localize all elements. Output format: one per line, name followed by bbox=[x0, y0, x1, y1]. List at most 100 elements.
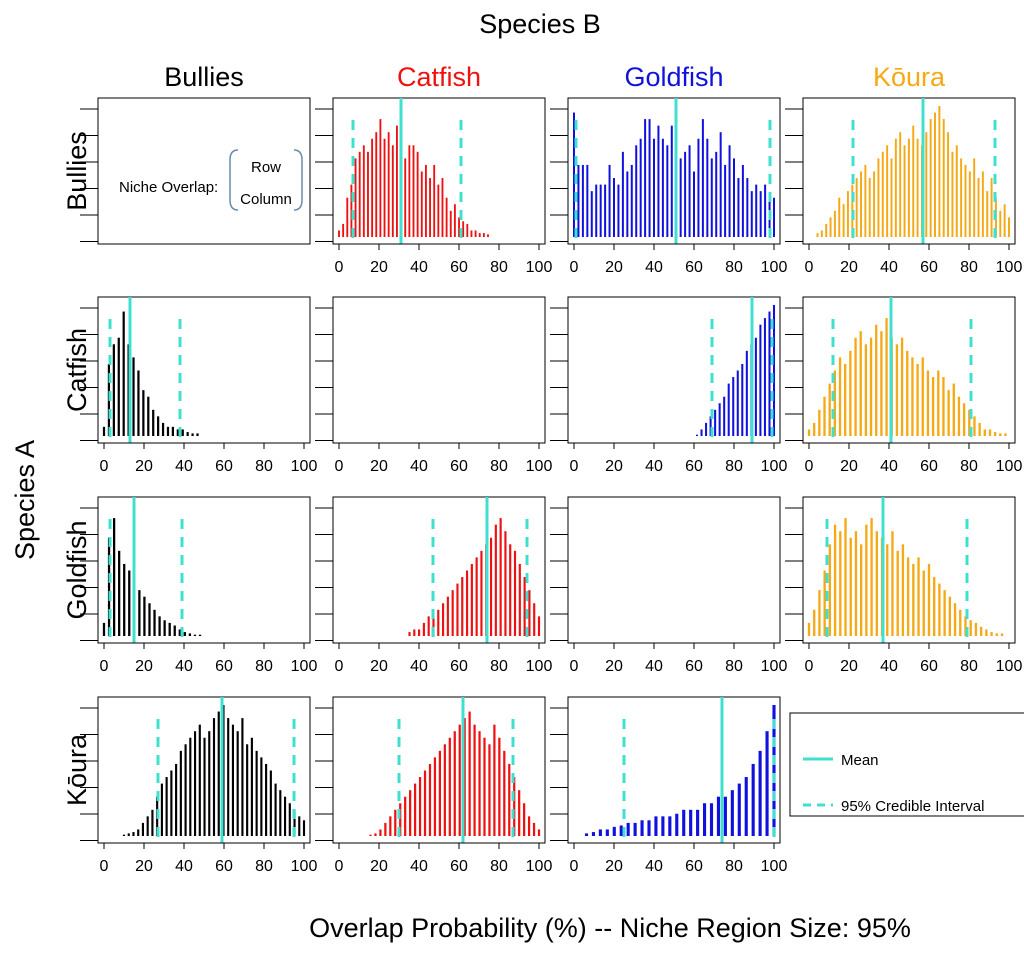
row-header-k-ura: Kōura bbox=[62, 733, 92, 806]
histogram-bar bbox=[503, 750, 506, 836]
histogram-bar bbox=[612, 826, 616, 836]
info-panel: Niche Overlap: Row Column bbox=[119, 149, 303, 211]
histogram-bar bbox=[689, 809, 693, 836]
x-tick-label: 20 bbox=[840, 458, 858, 475]
histogram-bar bbox=[962, 403, 966, 436]
histogram-bar bbox=[413, 629, 416, 636]
histogram-bar bbox=[705, 422, 708, 436]
histogram-bar bbox=[670, 125, 673, 237]
histogram-bar bbox=[396, 125, 398, 237]
x-tick-label: 100 bbox=[526, 858, 553, 875]
panel-k-ura-vs-goldfish: 0 20 40 60 80 100 bbox=[550, 696, 787, 875]
histogram-bar bbox=[733, 158, 735, 237]
histogram-bar bbox=[489, 537, 493, 636]
panel-catfish-vs-catfish: 0 20 40 60 80 100 bbox=[315, 296, 553, 475]
histogram-bar bbox=[922, 570, 925, 636]
histogram-bar bbox=[412, 145, 415, 237]
histogram-bar bbox=[179, 750, 182, 836]
x-tick-label: 40 bbox=[880, 458, 898, 475]
histogram-bar bbox=[157, 416, 160, 436]
histogram-bar bbox=[942, 377, 945, 436]
panel-frame bbox=[567, 296, 781, 444]
histogram-bar bbox=[438, 750, 441, 836]
histogram-bar bbox=[132, 832, 135, 836]
histogram-bar bbox=[379, 829, 382, 836]
histogram-bar bbox=[758, 750, 762, 836]
histogram-bar bbox=[394, 809, 397, 836]
histogram-bar bbox=[102, 426, 106, 436]
histogram-bar bbox=[128, 570, 131, 636]
histogram-bar bbox=[463, 718, 466, 836]
panel-frame bbox=[567, 496, 781, 644]
x-tick-label: 0 bbox=[805, 259, 814, 276]
x-tick-label: 100 bbox=[526, 259, 553, 276]
x-tick-label: 20 bbox=[370, 259, 388, 276]
histogram-bar bbox=[864, 344, 868, 436]
histogram-bar bbox=[842, 204, 845, 237]
histogram-bar bbox=[833, 210, 836, 237]
x-tick-label: 80 bbox=[255, 858, 273, 875]
histogram-bar bbox=[595, 184, 598, 237]
histogram-bar bbox=[653, 138, 655, 237]
histogram-bar bbox=[732, 377, 735, 436]
histogram-bar bbox=[608, 164, 611, 237]
x-tick-label: 0 bbox=[570, 658, 579, 675]
histogram-bar bbox=[981, 171, 984, 237]
histogram-bar bbox=[367, 151, 369, 237]
histogram-bar bbox=[513, 550, 517, 636]
histogram-bar bbox=[453, 731, 456, 836]
x-tick-label: 100 bbox=[996, 259, 1023, 276]
x-tick-label: 20 bbox=[135, 858, 153, 875]
histogram-bar bbox=[250, 737, 253, 836]
histogram-bar bbox=[736, 370, 739, 436]
histogram-bar bbox=[912, 125, 915, 237]
histogram-bar bbox=[456, 583, 459, 636]
x-tick-label: 0 bbox=[335, 858, 344, 875]
histogram-bar bbox=[604, 184, 607, 237]
histogram-bar bbox=[375, 132, 378, 237]
histogram-bar bbox=[208, 731, 211, 836]
histogram-bar bbox=[679, 158, 682, 237]
histogram-bar bbox=[737, 178, 740, 237]
histogram-bar bbox=[433, 164, 436, 237]
histogram-bar bbox=[212, 718, 216, 836]
x-tick-label: 100 bbox=[996, 658, 1023, 675]
x-tick-label: 100 bbox=[291, 658, 318, 675]
x-tick-label: 100 bbox=[526, 458, 553, 475]
histogram-bar bbox=[955, 145, 958, 237]
histogram-bar bbox=[626, 822, 630, 836]
histogram-bar bbox=[964, 164, 967, 237]
histogram-bar bbox=[598, 829, 602, 836]
histogram-bar bbox=[255, 750, 258, 836]
histogram-bar bbox=[906, 557, 910, 636]
histogram-bar bbox=[820, 230, 823, 237]
histogram-bar bbox=[449, 210, 452, 237]
histogram-bar bbox=[985, 629, 988, 636]
x-tick-label: 0 bbox=[100, 458, 109, 475]
histogram-bar bbox=[891, 531, 894, 636]
histogram-bar bbox=[480, 550, 483, 636]
histogram-bar bbox=[293, 809, 296, 836]
histogram-bar bbox=[701, 119, 704, 237]
histogram-bar bbox=[741, 164, 744, 237]
histogram-bar bbox=[921, 357, 924, 436]
histogram-bar bbox=[533, 603, 536, 636]
histogram-bar bbox=[236, 731, 239, 836]
histogram-bar bbox=[283, 796, 287, 836]
histogram-bar bbox=[158, 616, 161, 636]
x-tick-label: 0 bbox=[570, 858, 579, 875]
histogram-bar bbox=[931, 377, 935, 436]
histogram-bar bbox=[171, 426, 175, 436]
histogram-bar bbox=[899, 132, 902, 237]
histogram-bar bbox=[710, 158, 713, 237]
histogram-bar bbox=[170, 770, 173, 836]
histogram-bar bbox=[938, 106, 941, 237]
histogram-bar bbox=[951, 151, 954, 237]
x-tick-label: 40 bbox=[410, 658, 428, 675]
histogram-bar bbox=[818, 590, 821, 636]
histogram-bar bbox=[153, 609, 156, 636]
histogram-bar bbox=[825, 223, 828, 237]
histogram-bar bbox=[198, 724, 201, 836]
x-tick-label: 20 bbox=[840, 658, 858, 675]
x-tick-label: 80 bbox=[725, 458, 743, 475]
